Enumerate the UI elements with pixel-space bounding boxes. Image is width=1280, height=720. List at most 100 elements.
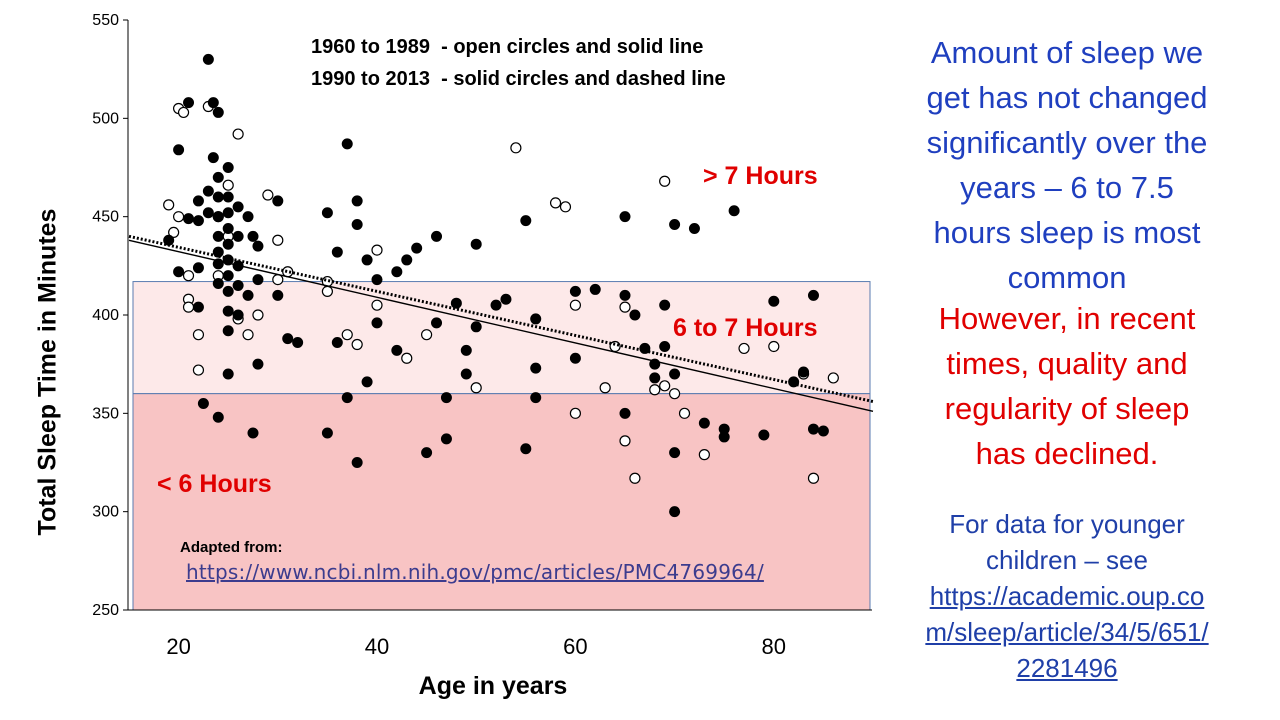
summary-line: has declined. — [975, 436, 1159, 471]
solid-circle-point — [688, 222, 700, 234]
open-circle-point — [168, 226, 180, 238]
solid-circle-point — [500, 293, 512, 305]
solid-circle-point — [431, 230, 443, 242]
open-circle-point — [351, 338, 363, 351]
solid-circle-point — [341, 138, 353, 150]
link-part: 2281496 — [1016, 653, 1118, 683]
solid-circle-point — [649, 372, 661, 384]
solid-circle-point — [788, 376, 800, 388]
trend-lines — [128, 234, 874, 413]
y-tick-label: 400 — [92, 307, 119, 324]
solid-circle-point — [401, 254, 413, 266]
solid-circle-point — [192, 215, 204, 227]
solid-circle-point — [222, 270, 234, 282]
solid-circle-point — [173, 144, 185, 156]
band-label-6-to-7: 6 to 7 Hours — [673, 314, 818, 342]
solid-circle-point — [351, 219, 363, 231]
solid-circle-point — [460, 368, 472, 380]
solid-circle-point — [431, 317, 443, 329]
solid-circle-point — [272, 195, 284, 207]
solid-circle-point — [470, 238, 482, 250]
solid-circle-point — [817, 425, 829, 437]
open-circle-point — [262, 189, 274, 201]
legend-period: 1960 to 1989 — [311, 36, 430, 58]
link-part: https://academic.oup.co — [929, 581, 1205, 611]
y-axis-label: Total Sleep Time in Minutes — [33, 208, 62, 536]
solid-circle-point — [530, 313, 542, 325]
academic-link[interactable]: https://academic.oup.co m/sleep/article/… — [882, 578, 1252, 686]
legend-solid-circles: 1990 to 2013 - solid circles and dashed … — [311, 68, 726, 91]
open-circle-point — [629, 472, 641, 484]
open-circle-point — [371, 244, 383, 256]
solid-circle-point — [669, 447, 681, 459]
solid-circle-point — [391, 344, 403, 356]
open-circle-point — [192, 329, 205, 341]
solid-circle-point — [192, 195, 204, 207]
solid-circle-point — [232, 201, 244, 213]
solid-circle-point — [440, 392, 452, 404]
open-circle-point — [163, 199, 175, 211]
solid-circle-point — [321, 427, 333, 439]
data-points — [163, 53, 839, 518]
solid-circle-point — [569, 352, 581, 364]
solid-circle-point — [183, 213, 195, 225]
y-tick-label: 250 — [92, 602, 119, 619]
summary-blue-text: Amount of sleep we get has not changed s… — [882, 30, 1252, 300]
solid-circle-point — [669, 219, 681, 231]
open-circle-point — [678, 407, 691, 419]
solid-circle-point — [698, 417, 710, 429]
solid-circle-point — [411, 242, 423, 254]
summary-line: get has not changed — [926, 80, 1208, 115]
summary-line: common — [1007, 260, 1127, 295]
solid-circle-point — [371, 317, 383, 329]
legend-desc: - open circles and solid line — [441, 36, 704, 58]
solid-circle-point — [232, 280, 244, 291]
solid-circle-point — [361, 376, 373, 388]
solid-circle-point — [530, 392, 542, 404]
solid-circle-point — [212, 106, 224, 118]
solid-circle-point — [490, 299, 502, 311]
solid-circle-point — [669, 368, 681, 380]
solid-circle-point — [520, 215, 532, 227]
open-circle-point — [470, 382, 482, 394]
note-line: For data for younger — [949, 509, 1185, 539]
solid-circle-point — [222, 222, 234, 234]
solid-circle-point — [807, 423, 819, 435]
solid-circle-point — [758, 429, 770, 441]
open-circle-point — [232, 128, 244, 140]
open-circle-point — [222, 179, 234, 191]
open-circle-point — [272, 274, 284, 286]
open-circle-point — [659, 175, 671, 187]
solid-circle-point — [619, 289, 631, 301]
solid-circle-point — [768, 295, 780, 307]
solid-circle-point — [292, 337, 304, 349]
open-circle-point — [569, 299, 582, 311]
solid-circle-point — [520, 443, 532, 455]
open-circle-point — [698, 449, 710, 461]
solid-circle-point — [212, 171, 224, 183]
open-circle-point — [619, 435, 631, 447]
solid-circle-point — [371, 274, 383, 286]
solid-circle-point — [798, 366, 810, 378]
open-circle-point — [827, 372, 839, 384]
solid-circle-point — [247, 427, 259, 439]
solid-circle-point — [222, 285, 234, 297]
solid-circle-point — [212, 211, 224, 223]
y-tick-label: 350 — [92, 405, 119, 422]
summary-red-text: However, in recent times, quality and re… — [882, 296, 1252, 476]
solid-circle-point — [222, 368, 234, 380]
solid-circle-point — [718, 431, 730, 443]
solid-circle-point — [212, 230, 224, 242]
legend-desc: - solid circles and dashed line — [441, 68, 726, 90]
solid-circle-point — [222, 305, 234, 317]
trend-line-1990-2013 — [128, 234, 874, 403]
solid-circle-point — [669, 506, 681, 518]
summary-line: significantly over the — [926, 125, 1208, 160]
solid-circle-point — [272, 289, 284, 301]
summary-line: regularity of sleep — [944, 391, 1190, 426]
open-circle-point — [569, 407, 582, 419]
solid-circle-point — [212, 191, 224, 203]
source-link[interactable]: https://www.ncbi.nlm.nih.gov/pmc/article… — [186, 560, 764, 584]
solid-circle-point — [212, 246, 224, 258]
